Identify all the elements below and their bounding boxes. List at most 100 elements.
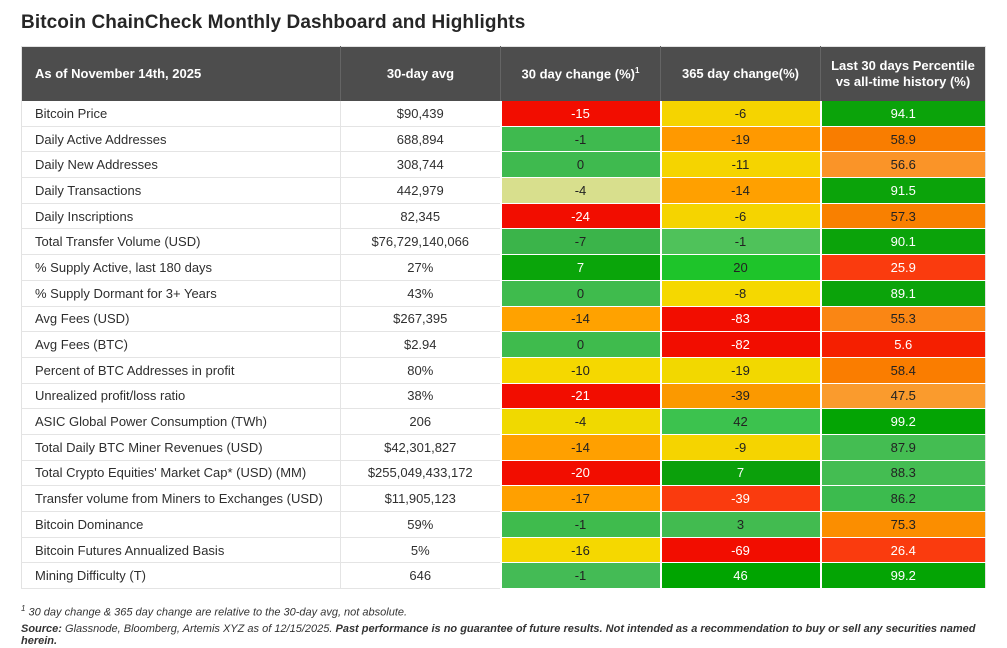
header-as-of-date: As of November 14th, 2025	[21, 46, 341, 101]
avg-value: 442,979	[340, 177, 501, 204]
table-row: Daily Inscriptions 82,345 -24 -6 57.3	[21, 203, 986, 230]
table-row: Unrealized profit/loss ratio 38% -21 -39…	[21, 383, 986, 410]
metric-label: Unrealized profit/loss ratio	[21, 383, 341, 410]
avg-value: 5%	[340, 537, 501, 564]
change-365d-cell: -9	[659, 434, 821, 461]
table-row: ASIC Global Power Consumption (TWh) 206 …	[21, 408, 986, 435]
change-30d-cell: -10	[499, 357, 661, 384]
avg-value: $90,439	[340, 101, 501, 127]
change-30d-cell: -7	[499, 228, 661, 256]
percentile-cell: 26.4	[819, 537, 986, 564]
avg-value: 646	[340, 562, 501, 590]
table-row: Bitcoin Price $90,439 -15 -6 94.1	[21, 101, 986, 127]
source-text: Glassnode, Bloomberg, Artemis XYZ as of …	[61, 622, 336, 635]
percentile-cell: 58.4	[819, 357, 986, 384]
change-365d-cell: 46	[659, 562, 821, 590]
table-row: Daily New Addresses 308,744 0 -11 56.6	[21, 151, 986, 179]
percentile-cell: 91.5	[819, 177, 986, 204]
change-30d-cell: -1	[499, 511, 661, 538]
table-body: Bitcoin Price $90,439 -15 -6 94.1 Daily …	[21, 101, 986, 590]
avg-value: 80%	[340, 357, 501, 384]
header-row: As of November 14th, 2025 30-day avg 30 …	[21, 46, 986, 101]
avg-value: 38%	[340, 383, 501, 410]
table-row: Avg Fees (USD) $267,395 -14 -83 55.3	[21, 306, 986, 333]
table-row: Transfer volume from Miners to Exchanges…	[21, 485, 986, 512]
change-30d-cell: 0	[499, 151, 661, 179]
change-365d-cell: -19	[659, 357, 821, 384]
percentile-cell: 87.9	[819, 434, 986, 461]
header-30day-change: 30 day change (%)1	[500, 46, 661, 101]
percentile-cell: 57.3	[819, 203, 986, 230]
metric-label: Bitcoin Price	[21, 101, 341, 127]
change-30d-cell: -4	[499, 177, 661, 204]
percentile-cell: 86.2	[819, 485, 986, 512]
change-365d-cell: -8	[659, 280, 821, 307]
percentile-cell: 47.5	[819, 383, 986, 410]
percentile-cell: 55.3	[819, 306, 986, 333]
avg-value: 206	[340, 408, 501, 435]
change-30d-cell: -17	[499, 485, 661, 512]
footnote-marker: 1	[634, 65, 640, 75]
metric-label: Daily New Addresses	[21, 151, 341, 179]
change-365d-cell: -69	[659, 537, 821, 564]
change-365d-cell: -82	[659, 331, 821, 358]
change-365d-cell: 7	[659, 460, 821, 487]
metric-label: Mining Difficulty (T)	[21, 562, 341, 590]
table-row: % Supply Active, last 180 days 27% 7 20 …	[21, 254, 986, 281]
table-row: Total Transfer Volume (USD) $76,729,140,…	[21, 228, 986, 256]
change-365d-cell: -1	[659, 228, 821, 256]
change-30d-cell: 7	[499, 254, 661, 281]
change-30d-cell: -15	[499, 101, 661, 127]
metric-label: Avg Fees (USD)	[21, 306, 341, 333]
table-row: Total Daily BTC Miner Revenues (USD) $42…	[21, 434, 986, 461]
percentile-cell: 58.9	[819, 126, 986, 153]
metric-label: Total Transfer Volume (USD)	[21, 228, 341, 256]
metric-label: Transfer volume from Miners to Exchanges…	[21, 485, 341, 512]
chaincheck-table: As of November 14th, 2025 30-day avg 30 …	[21, 46, 986, 590]
change-30d-cell: 0	[499, 331, 661, 358]
change-30d-cell: -20	[499, 460, 661, 487]
change-30d-cell: -21	[499, 383, 661, 410]
table-row: Bitcoin Futures Annualized Basis 5% -16 …	[21, 537, 986, 564]
table-row: Percent of BTC Addresses in profit 80% -…	[21, 357, 986, 384]
table-row: Avg Fees (BTC) $2.94 0 -82 5.6	[21, 331, 986, 358]
avg-value: $11,905,123	[340, 485, 501, 512]
footnote-1-text: 30 day change & 365 day change are relat…	[25, 606, 408, 619]
table-row: Total Crypto Equities' Market Cap* (USD)…	[21, 460, 986, 487]
metric-label: Daily Inscriptions	[21, 203, 341, 230]
table-row: Bitcoin Dominance 59% -1 3 75.3	[21, 511, 986, 538]
change-365d-cell: -83	[659, 306, 821, 333]
avg-value: 688,894	[340, 126, 501, 153]
change-365d-cell: -6	[659, 203, 821, 230]
percentile-cell: 94.1	[819, 101, 986, 127]
change-30d-cell: -1	[499, 562, 661, 590]
metric-label: Avg Fees (BTC)	[21, 331, 341, 358]
percentile-cell: 25.9	[819, 254, 986, 281]
avg-value: $267,395	[340, 306, 501, 333]
change-30d-cell: 0	[499, 280, 661, 307]
change-365d-cell: 20	[659, 254, 821, 281]
change-365d-cell: -39	[659, 485, 821, 512]
percentile-cell: 56.6	[819, 151, 986, 179]
footnote-1-sup: 1	[21, 604, 26, 614]
metric-label: % Supply Dormant for 3+ Years	[21, 280, 341, 307]
percentile-cell: 5.6	[819, 331, 986, 358]
metric-label: ASIC Global Power Consumption (TWh)	[21, 408, 341, 435]
change-365d-cell: 42	[659, 408, 821, 435]
avg-value: $255,049,433,172	[340, 460, 501, 487]
metric-label: % Supply Active, last 180 days	[21, 254, 341, 281]
table-row: Daily Transactions 442,979 -4 -14 91.5	[21, 177, 986, 204]
percentile-cell: 75.3	[819, 511, 986, 538]
source-disclaimer: Past performance is no guarantee of futu…	[21, 622, 976, 647]
header-30day-avg: 30-day avg	[340, 46, 501, 101]
table-header: As of November 14th, 2025 30-day avg 30 …	[21, 46, 986, 101]
percentile-cell: 90.1	[819, 228, 986, 256]
avg-value: $76,729,140,066	[340, 228, 501, 256]
avg-value: $2.94	[340, 331, 501, 358]
change-365d-cell: -6	[659, 101, 821, 127]
change-365d-cell: -14	[659, 177, 821, 204]
metric-label: Total Daily BTC Miner Revenues (USD)	[21, 434, 341, 461]
change-30d-cell: -1	[499, 126, 661, 153]
percentile-cell: 99.2	[819, 562, 986, 590]
change-365d-cell: -19	[659, 126, 821, 153]
